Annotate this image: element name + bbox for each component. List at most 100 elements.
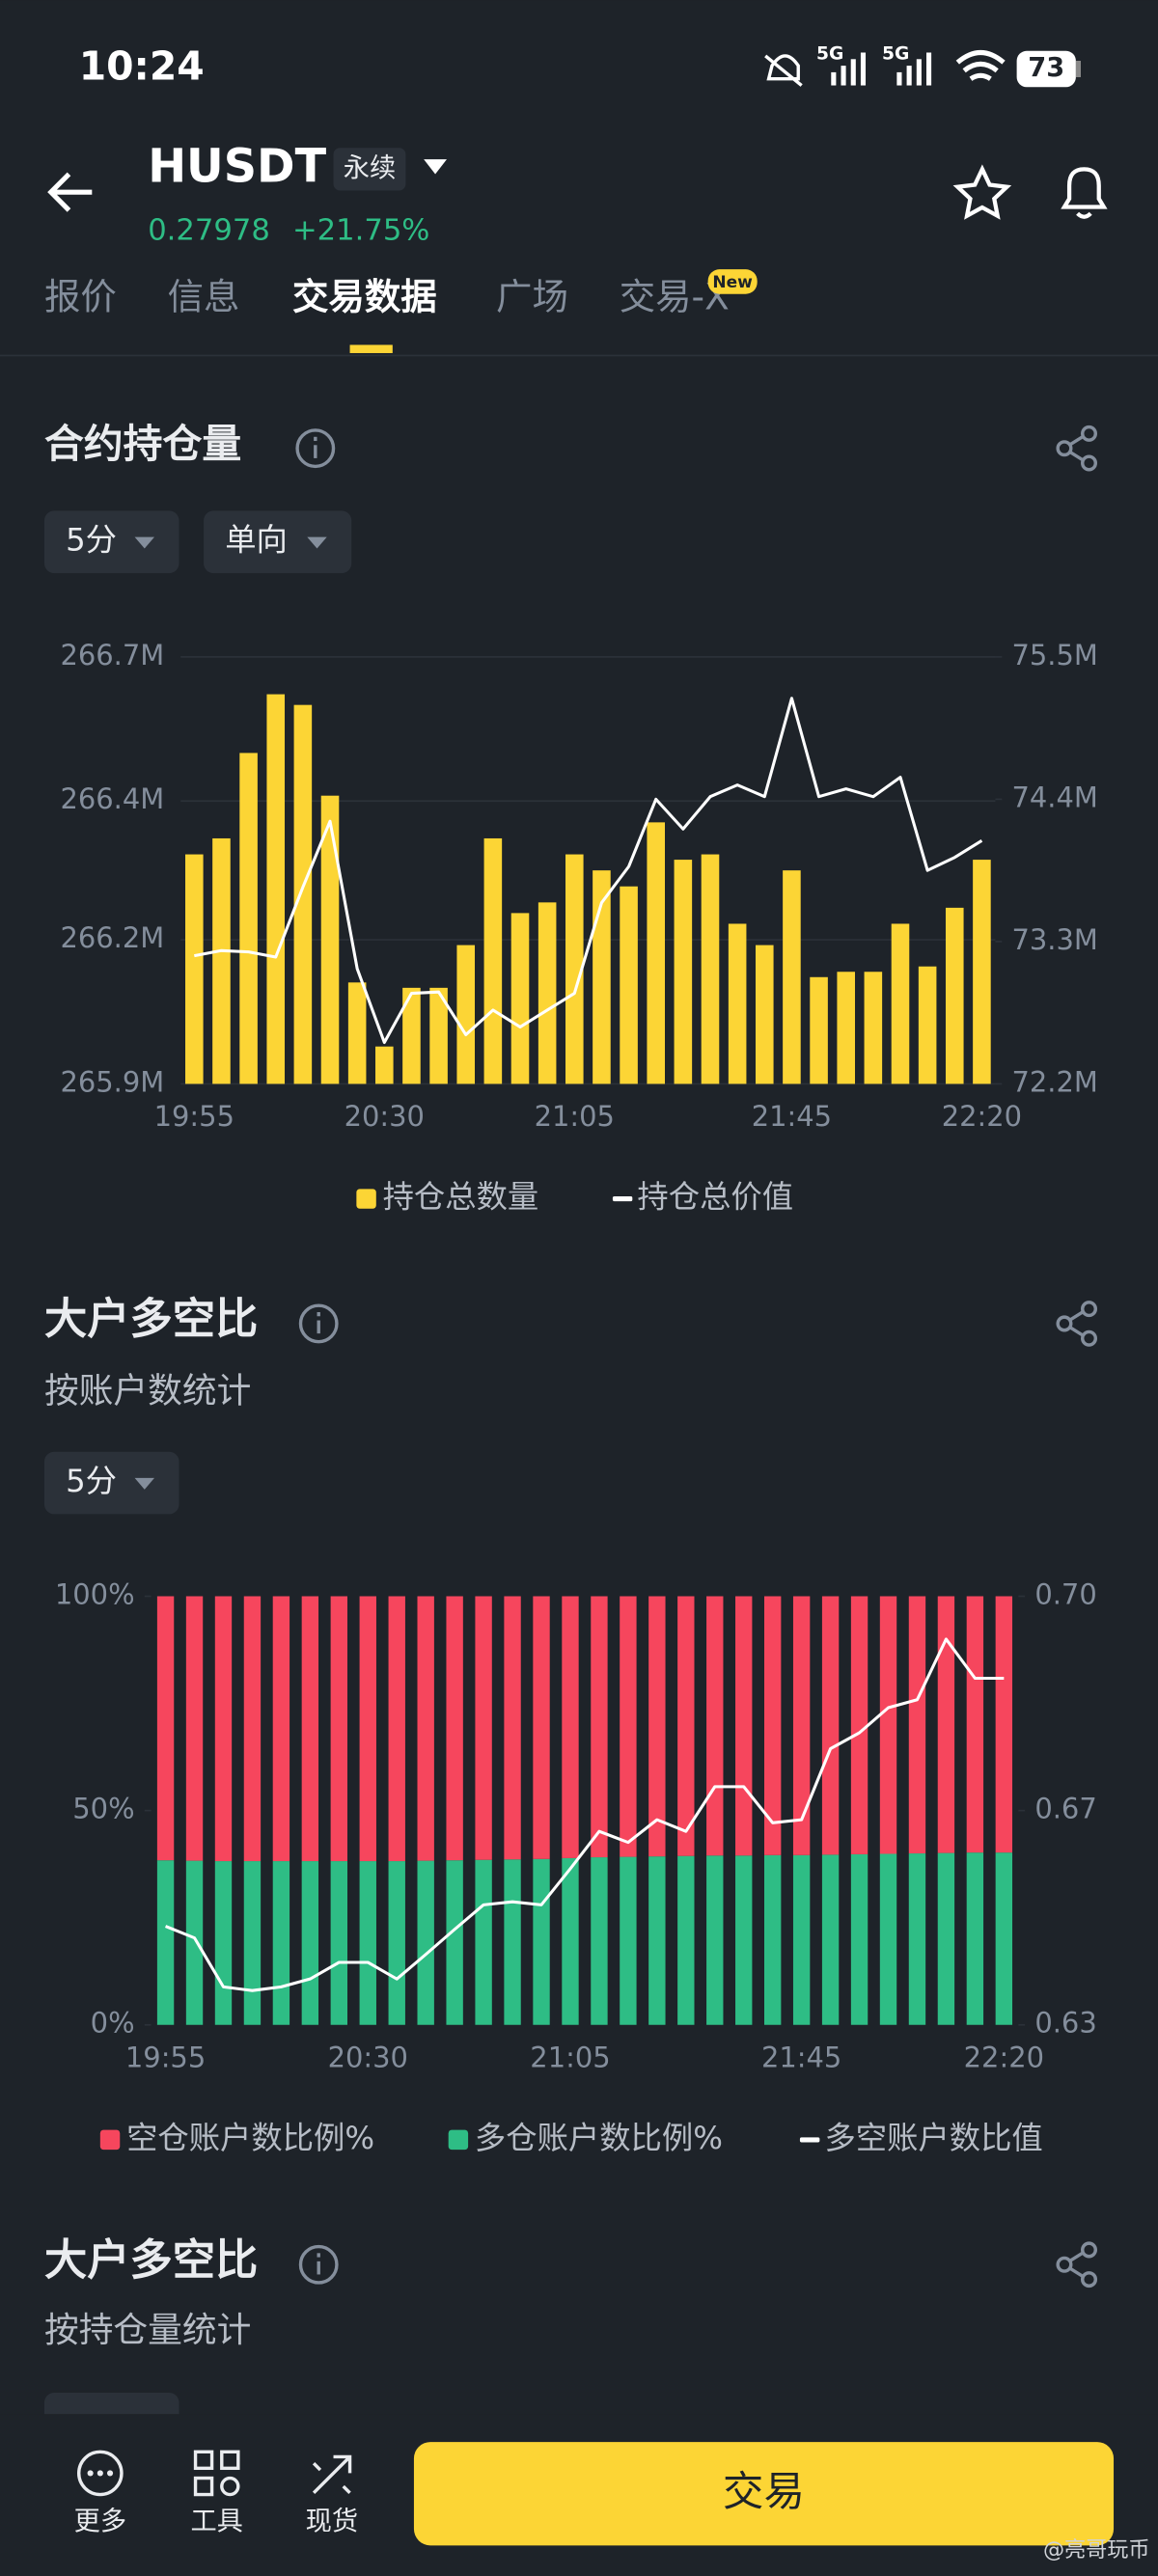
- bar-segment: [879, 1853, 897, 2025]
- bar-segment: [533, 1858, 550, 2025]
- badge-bg: [333, 148, 406, 191]
- info-icon[interactable]: [295, 428, 336, 469]
- bar-segment: [620, 1596, 637, 1857]
- bar: [674, 860, 693, 1084]
- bar-segment: [214, 1596, 233, 1862]
- bar-segment: [156, 1596, 175, 1861]
- tab[interactable]: 信息: [168, 275, 240, 317]
- y-tick-label: 100%: [55, 1577, 135, 1610]
- bar-segment: [821, 1596, 840, 1855]
- back-button[interactable]: [47, 172, 93, 212]
- share-icon[interactable]: [1056, 2241, 1098, 2288]
- bar: [456, 945, 476, 1084]
- bar-segment: [792, 1596, 811, 1855]
- badge-bg: [707, 269, 758, 294]
- x-tick-label: 19:55: [154, 1100, 234, 1133]
- bar-segment: [937, 1852, 955, 2025]
- bar-segment: [272, 1861, 290, 2025]
- line: [194, 697, 983, 1045]
- bar: [810, 976, 828, 1084]
- bar-segment: [850, 1853, 868, 2025]
- info-icon[interactable]: [298, 1303, 339, 1344]
- filter-label: 5分: [66, 1463, 117, 1499]
- tab[interactable]: 报价: [44, 275, 117, 317]
- bar-segment: [879, 1596, 897, 1854]
- share-icon[interactable]: [1056, 1301, 1098, 1347]
- bar-segment: [763, 1854, 782, 2025]
- contract-type: 永续: [344, 153, 396, 183]
- bar-segment: [504, 1859, 521, 2025]
- filter-caret: [134, 1477, 154, 1490]
- bar: [973, 860, 991, 1084]
- bar: [266, 694, 286, 1084]
- tab[interactable]: 广场: [496, 275, 568, 317]
- bar-segment: [504, 1596, 521, 1860]
- symbol[interactable]: HUSDT: [148, 140, 326, 193]
- y-tick-label: 265.9M: [60, 1065, 164, 1098]
- bar-segment: [792, 1854, 811, 2025]
- line: [165, 1637, 1005, 1992]
- filter-label: 5分: [66, 522, 117, 559]
- nav-item[interactable]: 更多: [74, 2507, 126, 2536]
- bar-segment: [446, 1596, 463, 1861]
- bar-segment: [475, 1859, 492, 2025]
- bar: [647, 822, 666, 1084]
- battery-level: 73: [1028, 53, 1064, 83]
- y-tick-label: 50%: [72, 1793, 134, 1825]
- y2-tick-label: 75.5M: [1012, 639, 1098, 671]
- bar-segment: [388, 1861, 405, 2025]
- alert-button[interactable]: [1061, 167, 1108, 219]
- bar-segment: [591, 1857, 608, 2025]
- nav-item[interactable]: 现货: [306, 2507, 358, 2536]
- bar: [510, 913, 530, 1084]
- symbol-dropdown[interactable]: [424, 159, 447, 175]
- bar-segment: [995, 1852, 1013, 2025]
- bar-segment: [677, 1596, 695, 1856]
- bar-segment: [243, 1596, 262, 1862]
- bar-segment: [330, 1596, 348, 1862]
- bar: [347, 982, 367, 1084]
- bar: [293, 704, 313, 1084]
- filter[interactable]: [43, 1451, 179, 1515]
- y2-tick-label: 0.70: [1034, 1577, 1096, 1610]
- bar-segment: [562, 1596, 579, 1858]
- bar: [483, 837, 503, 1084]
- bar-segment: [937, 1596, 955, 1853]
- bar: [239, 753, 258, 1084]
- share-icon[interactable]: [1056, 425, 1098, 472]
- x-tick-label: 21:45: [761, 2041, 841, 2073]
- legend-swatch: [448, 2129, 469, 2151]
- bar: [565, 854, 584, 1084]
- filter-caret: [134, 536, 154, 549]
- bar: [402, 987, 421, 1084]
- price-change: +21.75%: [292, 214, 429, 248]
- bar-segment: [908, 1853, 926, 2025]
- favorite-button[interactable]: [952, 164, 1012, 220]
- tab-active[interactable]: 交易数据: [292, 275, 437, 317]
- bar-segment: [446, 1860, 463, 2025]
- filter[interactable]: [204, 510, 352, 574]
- x-tick-label: 21:05: [530, 2041, 610, 2073]
- info-icon[interactable]: [298, 2244, 339, 2285]
- filter[interactable]: [43, 510, 179, 574]
- nav-item[interactable]: 工具: [190, 2507, 242, 2536]
- bar-segment: [417, 1596, 434, 1861]
- bar-segment: [185, 1860, 204, 2025]
- bar: [320, 795, 340, 1084]
- bar-segment: [591, 1596, 608, 1858]
- y2-tick-label: 73.3M: [1012, 923, 1098, 956]
- bar-segment: [735, 1596, 753, 1856]
- section-title: 大户多空比: [44, 1295, 258, 1344]
- trade-button[interactable]: [413, 2442, 1115, 2546]
- y-tick-label: 266.7M: [60, 639, 164, 671]
- x-tick-label: 21:45: [752, 1100, 832, 1133]
- section-subtitle: 按账户数统计: [44, 1371, 251, 1411]
- y2-tick-label: 0.67: [1034, 1793, 1096, 1825]
- bar-segment: [821, 1854, 840, 2025]
- bar: [864, 972, 883, 1084]
- bar: [538, 902, 557, 1084]
- bar-segment: [850, 1596, 868, 1854]
